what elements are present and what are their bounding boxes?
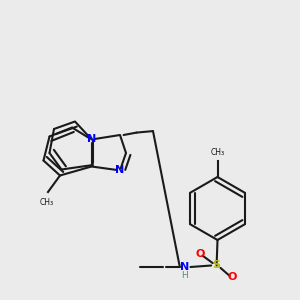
Text: S: S [213, 260, 220, 271]
Text: O: O [195, 249, 205, 259]
Text: CH₃: CH₃ [210, 148, 225, 157]
Text: CH₃: CH₃ [39, 198, 54, 207]
Text: N: N [181, 262, 190, 272]
Text: N: N [87, 134, 96, 145]
Text: N: N [116, 165, 124, 176]
Text: O: O [227, 272, 237, 283]
Text: H: H [181, 272, 188, 280]
